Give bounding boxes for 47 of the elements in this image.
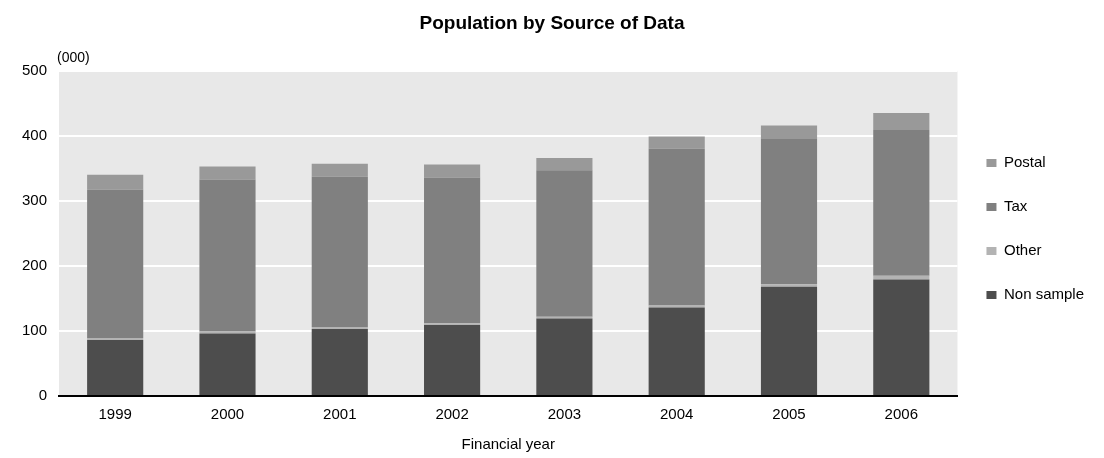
- y-tick-label: 500: [22, 60, 48, 78]
- legend-label: Tax: [1003, 197, 1028, 215]
- bar: [199, 179, 256, 332]
- bar: [648, 148, 705, 306]
- legend-label: Non sample: [1003, 285, 1085, 303]
- bar: [873, 113, 930, 130]
- y-tick-label: 300: [22, 191, 48, 209]
- bar: [760, 286, 818, 395]
- bar: [311, 163, 368, 177]
- x-tick-label: 2006: [884, 405, 918, 423]
- bar: [87, 340, 144, 395]
- x-tick-label: 1999: [98, 405, 132, 423]
- y-axis-title: (000): [57, 48, 90, 65]
- bar: [536, 318, 593, 395]
- y-tick-label: 400: [22, 125, 48, 143]
- bar: [760, 139, 818, 285]
- bar: [760, 125, 818, 140]
- bar: [536, 170, 593, 317]
- bar: [760, 284, 818, 287]
- x-axis-title: Financial year: [461, 435, 555, 453]
- bar: [199, 333, 256, 395]
- y-tick-label: 200: [22, 256, 48, 274]
- legend-label: Other: [1003, 241, 1042, 259]
- bar: [424, 177, 481, 324]
- bar: [199, 166, 256, 180]
- x-tick-label: 2002: [435, 405, 469, 423]
- bar: [873, 129, 930, 276]
- x-tick-label: 2001: [323, 405, 357, 423]
- y-tick-label: 0: [38, 386, 48, 404]
- bar: [87, 189, 144, 339]
- bar: [87, 174, 144, 190]
- bar: [648, 307, 705, 395]
- y-tick-label: 100: [22, 321, 48, 339]
- bar: [648, 136, 705, 149]
- legend-label: Postal: [1003, 153, 1046, 171]
- bar: [311, 329, 368, 395]
- x-tick-label: 2005: [772, 405, 806, 423]
- bar: [536, 157, 593, 171]
- chart-title: Population by Source of Data: [419, 11, 685, 33]
- x-tick-label: 2003: [547, 405, 582, 423]
- bar: [311, 176, 368, 328]
- x-tick-label: 2000: [210, 405, 245, 423]
- bar: [424, 325, 481, 395]
- bar: [873, 275, 930, 280]
- bar: [873, 279, 930, 395]
- x-tick-label: 2004: [660, 405, 694, 423]
- bar: [424, 164, 481, 178]
